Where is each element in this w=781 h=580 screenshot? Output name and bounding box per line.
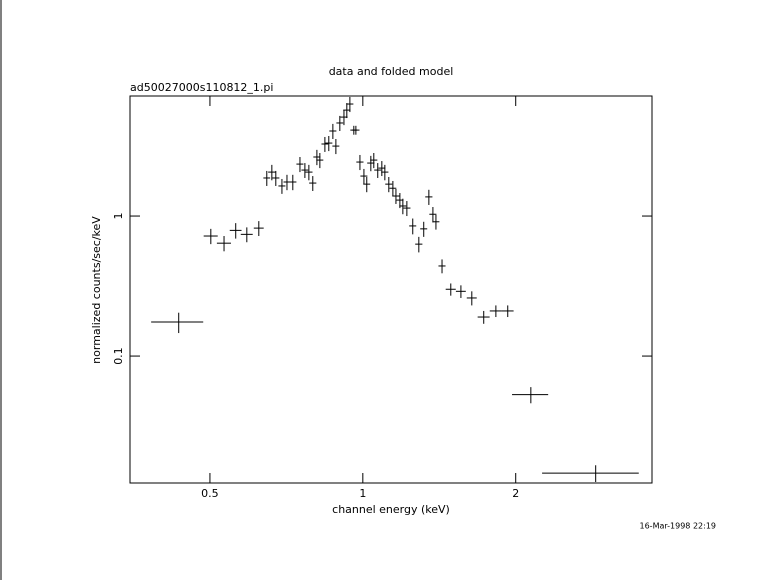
y-tick-label: 0.1 (112, 347, 125, 365)
plot-frame (129, 95, 653, 484)
x-axis-label: channel energy (keV) (332, 503, 450, 516)
chart-subtitle: ad50027000s110812_1.pi (130, 81, 273, 94)
timestamp: 16-Mar-1998 22:19 (640, 522, 717, 531)
x-tick-label: 1 (359, 487, 366, 500)
x-tick-label: 0.5 (201, 487, 219, 500)
x-tick-label: 2 (512, 487, 519, 500)
y-axis-label: normalized counts/sec/keV (90, 216, 103, 364)
y-tick-label: 1 (112, 213, 125, 220)
chart-title: data and folded model (329, 65, 454, 78)
